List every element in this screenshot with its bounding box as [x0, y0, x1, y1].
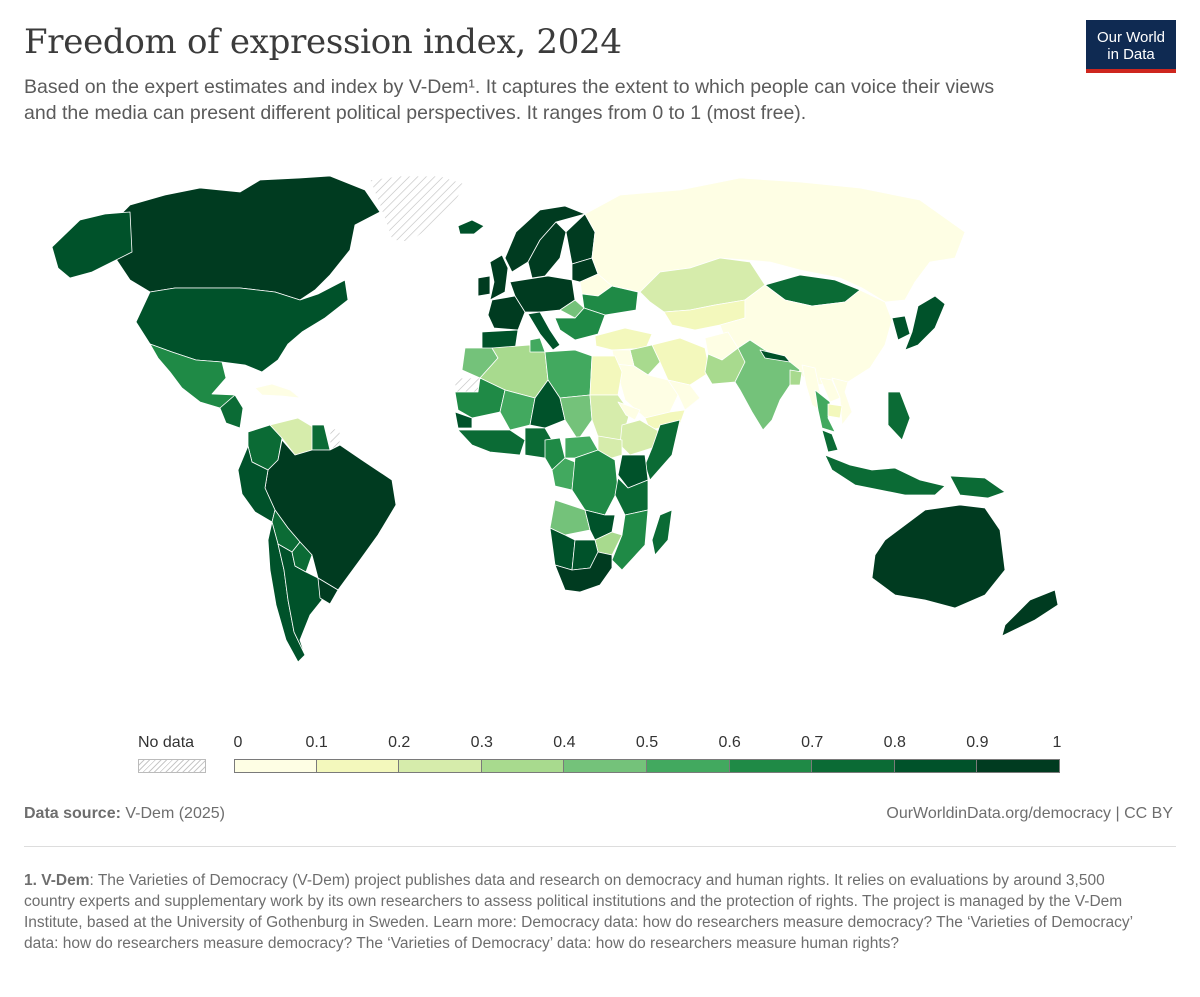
- footnote-text: : The Varieties of Democracy (V-Dem) pro…: [24, 872, 1133, 952]
- map-region[interactable]: [887, 391, 911, 441]
- legend-tick-label: 0.7: [801, 734, 824, 751]
- footnote-label[interactable]: 1. V-Dem: [24, 872, 90, 889]
- map-region[interactable]: [291, 541, 313, 573]
- map-region[interactable]: [831, 377, 853, 426]
- map-region[interactable]: [254, 383, 301, 399]
- owid-logo[interactable]: Our World in Data: [1086, 20, 1176, 73]
- map-region[interactable]: [584, 177, 966, 303]
- map-region[interactable]: [527, 311, 561, 351]
- map-region[interactable]: [644, 419, 681, 481]
- legend-color-bin[interactable]: [647, 759, 730, 773]
- map-region[interactable]: [891, 315, 911, 341]
- map-region[interactable]: [499, 389, 536, 431]
- legend-tick-label: 0.6: [718, 734, 741, 751]
- map-region[interactable]: [667, 379, 701, 411]
- legend-color-bin[interactable]: [316, 759, 400, 773]
- footer-divider: [24, 846, 1176, 847]
- map-region[interactable]: [571, 449, 619, 516]
- footnote: 1. V-Dem: The Varieties of Democracy (V-…: [24, 870, 1134, 954]
- map-region[interactable]: [549, 499, 591, 536]
- map-region[interactable]: [549, 527, 576, 571]
- map-region[interactable]: [651, 337, 711, 386]
- legend-tick-label: 1: [1052, 734, 1062, 751]
- map-region[interactable]: [759, 349, 791, 363]
- map-region[interactable]: [504, 205, 586, 273]
- map-region[interactable]: [51, 211, 133, 279]
- map-region-no-data[interactable]: [369, 175, 466, 243]
- legend-color-bin[interactable]: [812, 759, 895, 773]
- legend-color-bin[interactable]: [894, 759, 978, 773]
- legend-tick-label: 0.3: [470, 734, 493, 751]
- map-region[interactable]: [789, 369, 803, 386]
- map-region[interactable]: [904, 295, 946, 351]
- map-region[interactable]: [559, 394, 593, 441]
- legend-tick-label: 0.2: [388, 734, 411, 751]
- source-url[interactable]: OurWorldinData.org/democracy | CC BY: [886, 805, 1173, 823]
- map-region[interactable]: [527, 221, 567, 279]
- world-map[interactable]: [0, 160, 1200, 720]
- map-region[interactable]: [559, 299, 585, 319]
- map-region[interactable]: [99, 175, 381, 301]
- legend-tick-label: 0.4: [553, 734, 576, 751]
- map-region[interactable]: [651, 509, 673, 556]
- map-region[interactable]: [477, 275, 491, 297]
- map-region[interactable]: [1001, 589, 1059, 637]
- map-region[interactable]: [529, 337, 546, 353]
- map-region[interactable]: [219, 394, 244, 429]
- legend-color-bin[interactable]: [729, 759, 813, 773]
- chart-subtitle: Based on the expert estimates and index …: [24, 76, 995, 124]
- legend-color-bin[interactable]: [399, 759, 482, 773]
- data-source-value[interactable]: V-Dem (2025): [125, 805, 225, 822]
- legend-tick-label: 0.9: [966, 734, 989, 751]
- legend-color-bin[interactable]: [977, 759, 1060, 773]
- map-region[interactable]: [457, 219, 485, 235]
- map-region[interactable]: [317, 577, 339, 605]
- logo-line-1: Our World: [1096, 29, 1166, 46]
- legend-tick-label: 0.1: [305, 734, 328, 751]
- legend-color-bin[interactable]: [481, 759, 565, 773]
- map-region[interactable]: [457, 429, 526, 456]
- map-region[interactable]: [554, 551, 613, 593]
- legend-tick-label: 0: [233, 734, 243, 751]
- map-region[interactable]: [821, 429, 839, 453]
- legend-no-data-swatch[interactable]: [138, 759, 206, 773]
- map-region[interactable]: [949, 475, 1006, 499]
- logo-line-2: in Data: [1107, 46, 1155, 63]
- map-region[interactable]: [311, 424, 331, 451]
- data-source-label: Data source:: [24, 805, 121, 822]
- data-source: Data source: V-Dem (2025): [24, 805, 225, 823]
- map-region[interactable]: [454, 411, 473, 429]
- map-region[interactable]: [489, 254, 509, 301]
- legend-tick-label: 0.5: [635, 734, 659, 751]
- map-region[interactable]: [827, 403, 843, 419]
- map-region-no-data[interactable]: [454, 377, 481, 393]
- chart-title: Freedom of expression index, 2024: [24, 22, 622, 62]
- legend-tick-label: 0.8: [883, 734, 906, 751]
- map-region[interactable]: [871, 504, 1006, 609]
- legend-color-bin[interactable]: [564, 759, 647, 773]
- map-region[interactable]: [824, 454, 946, 496]
- source-url-link[interactable]: OurWorldinData.org/democracy | CC BY: [886, 805, 1173, 822]
- map-region[interactable]: [617, 401, 641, 421]
- legend-color-bin[interactable]: [234, 759, 317, 773]
- legend-no-data-label: No data: [138, 734, 195, 751]
- map-region[interactable]: [589, 355, 623, 396]
